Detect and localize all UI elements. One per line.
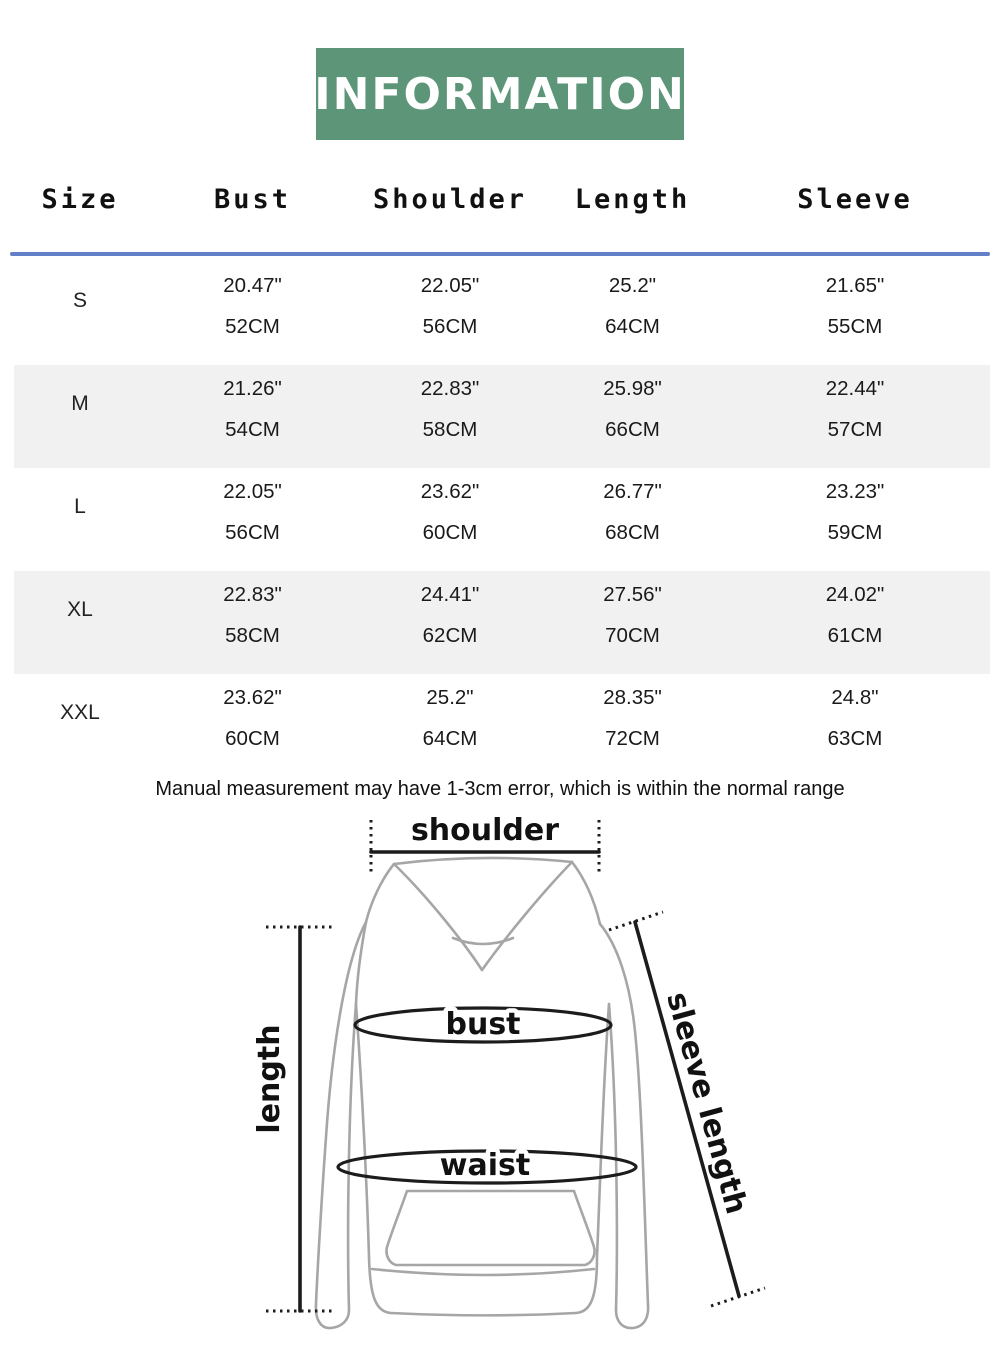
length-cell: 28.35" 72CM bbox=[555, 674, 710, 777]
inch-value: 25.2" bbox=[608, 274, 657, 297]
cm-value: 72CM bbox=[605, 727, 660, 750]
inch-value: 23.62" bbox=[420, 480, 480, 503]
shoulder-label: shoulder bbox=[411, 813, 559, 848]
bust-cell: 21.26" 54CM bbox=[160, 365, 345, 468]
banner-title: INFORMATION bbox=[314, 68, 686, 120]
cm-value: 57CM bbox=[827, 418, 883, 441]
sleeve-measure-line bbox=[633, 920, 741, 1298]
inch-value: 24.8" bbox=[831, 686, 879, 709]
sleeve-cell: 23.23" 59CM bbox=[710, 468, 1000, 571]
column-header-sleeve: Sleeve bbox=[797, 183, 913, 215]
length-label: length bbox=[252, 1024, 287, 1133]
shoulder-cell: 22.83" 58CM bbox=[345, 365, 555, 468]
sleeve-cell: 24.02" 61CM bbox=[710, 571, 1000, 674]
cm-value: 64CM bbox=[422, 727, 478, 750]
cm-value: 60CM bbox=[422, 521, 478, 544]
length-cell: 25.2" 64CM bbox=[555, 262, 710, 365]
size-label: XL bbox=[67, 597, 93, 621]
inch-value: 24.41" bbox=[420, 583, 480, 606]
column-header-shoulder: Shoulder bbox=[372, 183, 528, 215]
shoulder-cell: 25.2" 64CM bbox=[345, 674, 555, 777]
bust-cell: 22.83" 58CM bbox=[160, 571, 345, 674]
inch-value: 22.05" bbox=[420, 274, 480, 297]
cm-value: 63CM bbox=[827, 727, 883, 750]
cm-value: 56CM bbox=[225, 521, 280, 544]
bust-cell: 23.62" 60CM bbox=[160, 674, 345, 777]
column-header-bust: Bust bbox=[213, 183, 292, 215]
inch-value: 25.2" bbox=[426, 686, 474, 709]
cm-value: 68CM bbox=[605, 521, 660, 544]
size-table-header-row: Size Bust Shoulder Length Sleeve bbox=[0, 176, 1000, 222]
table-row-xl: XL 22.83" 58CM 24.41" 62CM 27.56" 70CM 24.0… bbox=[0, 571, 1000, 674]
pocket-outline bbox=[385, 1189, 596, 1267]
shoulder-cell: 23.62" 60CM bbox=[345, 468, 555, 571]
cm-value: 56CM bbox=[422, 315, 478, 338]
cm-value: 62CM bbox=[422, 624, 478, 647]
length-cell: 27.56" 70CM bbox=[555, 571, 710, 674]
shoulder-cell: 24.41" 62CM bbox=[345, 571, 555, 674]
table-row-l: L 22.05" 56CM 23.62" 60CM 26.77" 68CM 23.23… bbox=[0, 468, 1000, 571]
table-row-xxl: XXL 23.62" 60CM 25.2" 64CM 28.35" 72CM 24.8… bbox=[0, 674, 1000, 777]
size-label: S bbox=[72, 288, 87, 312]
size-label: M bbox=[71, 391, 89, 415]
cm-value: 54CM bbox=[225, 418, 280, 441]
cm-value: 64CM bbox=[605, 315, 660, 338]
size-label: XXL bbox=[60, 700, 100, 724]
cm-value: 61CM bbox=[827, 624, 883, 647]
inch-value: 21.26" bbox=[223, 377, 282, 400]
bust-measure-ellipse bbox=[353, 1006, 613, 1044]
column-header-size: Size bbox=[41, 183, 119, 215]
sleeve-cell: 24.8" 63CM bbox=[710, 674, 1000, 777]
size-table: Size Bust Shoulder Length Sleeve S 20.47… bbox=[0, 176, 1000, 777]
shoulder-cell: 22.05" 56CM bbox=[345, 262, 555, 365]
hoodie-outline bbox=[314, 856, 650, 1330]
length-cell: 26.77" 68CM bbox=[555, 468, 710, 571]
bust-cell: 20.47" 52CM bbox=[160, 262, 345, 365]
cm-value: 60CM bbox=[225, 727, 280, 750]
cm-value: 55CM bbox=[827, 315, 883, 338]
inch-value: 23.62" bbox=[223, 686, 282, 709]
header-divider-line bbox=[10, 252, 990, 256]
inch-value: 22.83" bbox=[223, 583, 282, 606]
waist-measure-ellipse bbox=[336, 1149, 638, 1185]
inch-value: 22.44" bbox=[825, 377, 885, 400]
measurement-lines bbox=[266, 820, 766, 1313]
inch-value: 23.23" bbox=[825, 480, 885, 503]
inch-value: 28.35" bbox=[603, 686, 662, 709]
sleeve-cell: 21.65" 55CM bbox=[710, 262, 1000, 365]
inch-value: 27.56" bbox=[603, 583, 662, 606]
inch-value: 26.77" bbox=[603, 480, 662, 503]
size-label: L bbox=[74, 494, 86, 518]
cm-value: 70CM bbox=[605, 624, 660, 647]
sleeve-tick-top bbox=[608, 910, 664, 932]
cm-value: 66CM bbox=[605, 418, 660, 441]
information-banner: INFORMATION bbox=[314, 48, 686, 140]
cm-value: 52CM bbox=[225, 315, 280, 338]
waist-label: waist bbox=[440, 1148, 530, 1183]
inch-value: 25.98" bbox=[603, 377, 662, 400]
inch-value: 20.47" bbox=[223, 274, 282, 297]
inch-value: 22.05" bbox=[223, 480, 282, 503]
sleeve-cell: 22.44" 57CM bbox=[710, 365, 1000, 468]
cm-value: 59CM bbox=[827, 521, 883, 544]
table-row-m: M 21.26" 54CM 22.83" 58CM 25.98" 66CM 22.44… bbox=[0, 365, 1000, 468]
bust-cell: 22.05" 56CM bbox=[160, 468, 345, 571]
measurement-note: Manual measurement may have 1-3cm error,… bbox=[155, 778, 845, 800]
hoodie-measurement-diagram: shoulder bust waist length sleeve length bbox=[252, 813, 766, 1330]
inch-value: 24.02" bbox=[825, 583, 885, 606]
cm-value: 58CM bbox=[225, 624, 280, 647]
size-table-body: S 20.47" 52CM 22.05" 56CM 25.2" 64CM 21.65"… bbox=[0, 262, 1000, 777]
bust-label: bust bbox=[445, 1007, 520, 1042]
length-cell: 25.98" 66CM bbox=[555, 365, 710, 468]
sleeve-tick-bottom bbox=[710, 1286, 766, 1308]
cm-value: 58CM bbox=[422, 418, 478, 441]
inch-value: 22.83" bbox=[420, 377, 480, 400]
table-row-s: S 20.47" 52CM 22.05" 56CM 25.2" 64CM 21.65"… bbox=[0, 262, 1000, 365]
column-header-length: Length bbox=[574, 183, 691, 215]
inch-value: 21.65" bbox=[825, 274, 885, 297]
